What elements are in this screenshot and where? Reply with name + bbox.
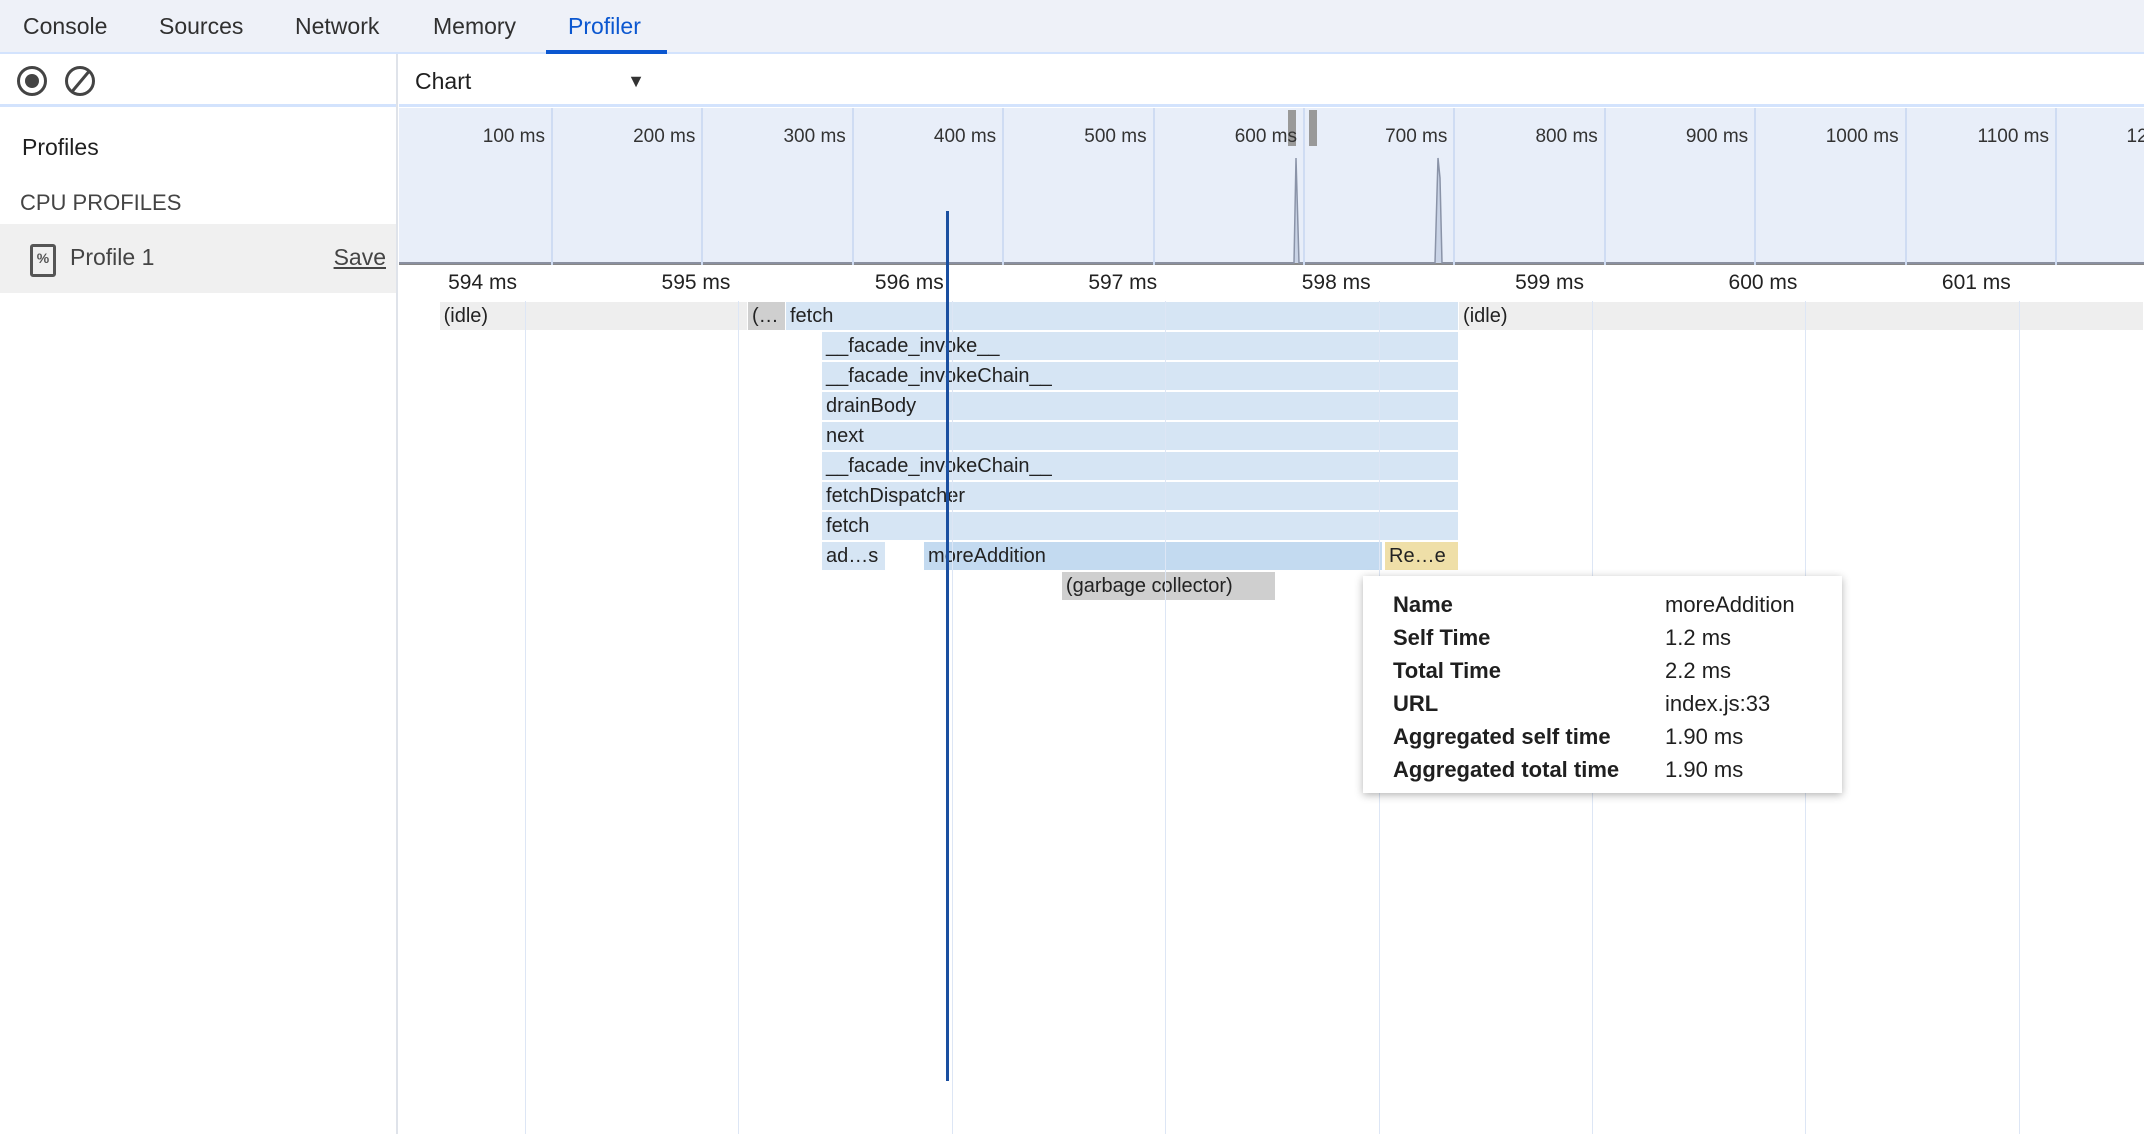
flame-bar[interactable]: fetch: [822, 512, 1459, 540]
overview-gridline: [1002, 108, 1005, 265]
overview-tick-label: 900 ms: [1685, 126, 1749, 147]
flame-tooltip: Name moreAddition Self Time 1.2 ms Total T…: [1363, 576, 1842, 793]
ruler-tick-label: 601 ms: [1941, 271, 2011, 294]
overview-tick-label: 300 ms: [783, 126, 846, 147]
profiles-heading: Profiles: [22, 134, 99, 160]
flame-bar[interactable]: ad…s: [822, 542, 886, 570]
overview-tick-label: 1000 ms: [1825, 126, 1899, 147]
overview-gridline: [701, 108, 704, 265]
overview-gridline: [551, 108, 553, 265]
flame-bar[interactable]: __facade_invokeChain__: [822, 362, 1459, 390]
tooltip-key: Aggregated total time: [1393, 757, 1620, 782]
flame-bar[interactable]: (garbage collector): [1061, 572, 1275, 600]
tooltip-row: URL index.js:33: [1393, 687, 1842, 720]
tooltip-value: index.js:33: [1665, 691, 1771, 716]
flame-bar[interactable]: drainBody: [822, 392, 1459, 420]
tooltip-row: Total Time 2.2 ms: [1393, 654, 1842, 687]
flame-gridline: [738, 301, 740, 1134]
flame-gridline: [525, 301, 526, 1134]
clear-icon[interactable]: [65, 66, 95, 96]
profile-item[interactable]: % Profile 1 Save: [0, 224, 396, 293]
overview-tick-label: 800 ms: [1535, 126, 1598, 147]
flame-bar[interactable]: (idle): [439, 302, 747, 330]
cpu-profile-file-icon: %: [30, 244, 56, 277]
ruler-tick-label: 600 ms: [1728, 271, 1798, 294]
tooltip-key: Total Time: [1393, 658, 1501, 683]
overview-tick-label: 500 ms: [1084, 126, 1147, 147]
tab-network[interactable]: Network: [295, 13, 380, 39]
overview-tick-label: 400 ms: [933, 126, 997, 147]
flame-gridline: [2018, 301, 2020, 1134]
tab-console[interactable]: Console: [23, 13, 108, 39]
ruler-tick-label: 594 ms: [448, 271, 517, 294]
flame-gridline: [1165, 301, 1167, 1134]
overview-tick-label: 1100 ms: [1977, 126, 2049, 147]
overview-tick-label: 600 ms: [1234, 126, 1297, 147]
cpu-profiles-section: CPU PROFILES: [20, 190, 182, 215]
overview-gridline: [1603, 108, 1606, 265]
sidebar-toolbar: [0, 54, 396, 107]
hover-cursor-line: [946, 211, 949, 1081]
ruler-tick-label: 599 ms: [1515, 271, 1584, 294]
save-link[interactable]: Save: [333, 244, 386, 270]
overview-tick-label: 100 ms: [482, 126, 545, 147]
tooltip-key: Self Time: [1393, 625, 1491, 650]
tooltip-value: 1.90 ms: [1665, 757, 1744, 782]
tooltip-row: Self Time 1.2 ms: [1393, 621, 1842, 654]
tooltip-value: moreAddition: [1665, 592, 1795, 617]
overview-tick-label: 200 ms: [633, 126, 696, 147]
tooltip-key: URL: [1393, 691, 1439, 716]
ruler-tick-label: 597 ms: [1088, 271, 1158, 294]
flame-bar[interactable]: (…: [748, 302, 785, 330]
tooltip-key: Name: [1393, 592, 1453, 617]
overview-gridline: [1904, 108, 1907, 265]
chevron-down-icon: ▼: [627, 71, 645, 91]
overview-gridline: [1152, 108, 1155, 265]
time-ruler: 594 ms 595 ms 596 ms 597 ms 598 ms 599 ms 600 …: [399, 265, 2144, 301]
view-toolbar: Chart ▼: [399, 54, 2144, 107]
selection-right-handle[interactable]: [1309, 110, 1317, 146]
tooltip-value: 1.90 ms: [1665, 724, 1744, 749]
selection-left-handle[interactable]: [1288, 110, 1296, 146]
view-select-value: Chart: [415, 68, 472, 94]
overview-tick-label: 700 ms: [1385, 126, 1448, 147]
tab-memory[interactable]: Memory: [433, 13, 517, 39]
tab-profiler[interactable]: Profiler: [546, 0, 667, 54]
flame-bar[interactable]: __facade_invokeChain__: [822, 452, 1459, 480]
profile-name: Profile 1: [70, 244, 155, 270]
flame-bar[interactable]: fetch: [785, 302, 1459, 330]
tab-sources[interactable]: Sources: [159, 13, 244, 39]
timeline-overview[interactable]: 100 ms 200 ms 300 ms 400 ms 500 ms 600 ms 700 …: [399, 108, 2144, 265]
overview-gridline: [1453, 108, 1456, 265]
ruler-tick-label: 595 ms: [661, 271, 731, 294]
flame-bar[interactable]: (idle): [1459, 302, 2143, 330]
overview-gridline: [851, 108, 854, 265]
flame-bar[interactable]: fetchDispatcher: [822, 482, 1459, 510]
overview-gridline: [2055, 108, 2057, 265]
profile-view: Chart ▼ 100 ms 200 ms 300 ms 400 ms 500 ms 60…: [399, 54, 2144, 1134]
ruler-tick-label: 596 ms: [874, 271, 944, 294]
profiles-sidebar: Profiles CPU PROFILES % Profile 1 Save: [0, 54, 398, 1134]
record-icon[interactable]: [17, 66, 47, 96]
tooltip-key: Aggregated self time: [1393, 724, 1611, 749]
devtools-tab-bar: Console Sources Network Memory Profiler: [0, 0, 2144, 54]
overview-tick-label: 1200 ms: [2126, 126, 2144, 147]
overview-gridline: [1303, 108, 1305, 265]
ruler-tick-label: 598 ms: [1301, 271, 1371, 294]
flame-bar[interactable]: moreAddition: [924, 542, 1383, 570]
flame-gridline: [951, 301, 953, 1134]
flame-bar[interactable]: Re…e: [1385, 542, 1459, 570]
flame-bar[interactable]: __facade_invoke__: [822, 332, 1459, 360]
overview-gridline: [1754, 108, 1757, 265]
tooltip-value: 1.2 ms: [1665, 625, 1732, 650]
flame-chart[interactable]: (idle) (… fetch (idle) __facade_invoke__ __fa…: [399, 301, 2144, 1134]
tooltip-row: Aggregated self time 1.90 ms: [1393, 720, 1842, 753]
tooltip-row: Aggregated total time 1.90 ms: [1393, 753, 1842, 786]
cpu-activity-graph: [399, 157, 2144, 264]
tooltip-row: Name moreAddition: [1393, 588, 1842, 621]
tooltip-value: 2.2 ms: [1665, 658, 1732, 683]
flame-bar[interactable]: next: [822, 422, 1459, 450]
view-select[interactable]: Chart ▼: [415, 64, 645, 98]
